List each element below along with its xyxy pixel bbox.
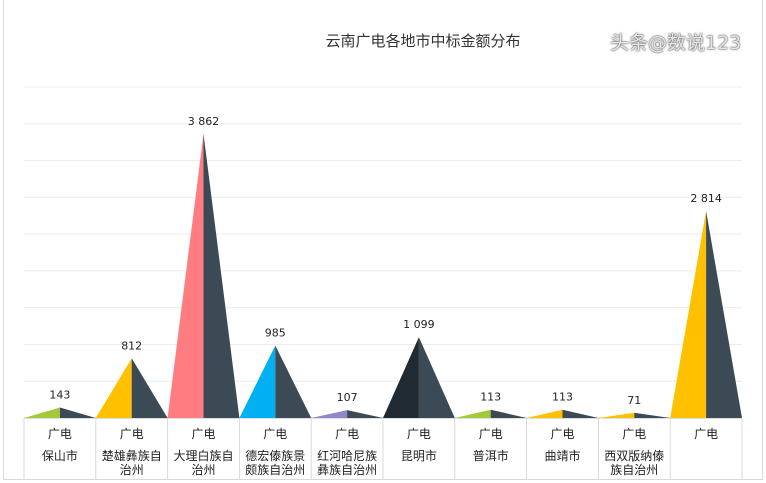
category-label: 大理白族自 — [173, 448, 233, 463]
data-label: 107 — [337, 391, 358, 404]
watermark: 头条@数说123 — [610, 32, 742, 54]
data-label: 113 — [480, 391, 501, 404]
data-label: 71 — [627, 394, 641, 407]
data-label: 113 — [552, 391, 573, 404]
category-label: 德宏傣族景 — [245, 448, 305, 463]
category-label: 广电 — [263, 427, 287, 441]
category-label: 昆明市 — [401, 448, 437, 463]
data-label: 812 — [121, 339, 142, 352]
category-label: 曲靖市 — [544, 448, 580, 463]
bar-left-2 — [167, 133, 204, 418]
bar-left-6 — [454, 409, 491, 418]
chart-title: 云南广电各地市中标金额分布 — [325, 32, 521, 50]
category-label: 彝族自治州 — [317, 462, 377, 477]
bar-left-5 — [383, 337, 419, 418]
data-label: 143 — [49, 388, 70, 401]
bar-left-1 — [95, 358, 132, 418]
data-label: 2 814 — [690, 192, 722, 205]
category-label: 保山市 — [42, 448, 78, 463]
bar-right-7 — [562, 409, 599, 418]
bar-right-6 — [490, 409, 527, 418]
category-label: 西双版纳傣 — [604, 449, 664, 463]
data-label: 3 862 — [188, 115, 220, 128]
data-label: 985 — [265, 327, 286, 340]
bar-right-8 — [634, 412, 671, 418]
bar-right-4 — [347, 410, 383, 418]
bar-left-0 — [24, 407, 60, 418]
category-label: 广电 — [407, 427, 431, 441]
bar-left-3 — [239, 345, 276, 418]
bar-left-4 — [311, 410, 348, 418]
category-label: 治州 — [191, 463, 215, 477]
bar-left-8 — [598, 412, 635, 418]
category-label: 广电 — [120, 427, 144, 441]
bar-left-9 — [670, 211, 707, 418]
bar-right-0 — [59, 407, 96, 418]
category-label: 族自治州 — [610, 463, 658, 477]
category-label: 广电 — [48, 427, 72, 441]
bar-left-7 — [526, 409, 563, 418]
category-label: 广电 — [550, 427, 574, 441]
category-label: 红河哈尼族 — [317, 448, 377, 463]
category-label: 楚雄彝族自 — [102, 448, 162, 463]
bar-right-9 — [706, 211, 742, 418]
data-label: 1 099 — [403, 318, 435, 331]
category-label: 颇族自治州 — [245, 462, 305, 477]
category-label: 广电 — [191, 427, 215, 441]
category-label: 广电 — [335, 427, 359, 441]
category-label: 治州 — [120, 463, 144, 477]
category-label: 广电 — [694, 427, 718, 441]
bar-right-3 — [275, 345, 312, 418]
category-label: 广电 — [622, 427, 646, 441]
bar-right-5 — [418, 337, 455, 418]
category-label: 普洱市 — [473, 448, 509, 463]
bar-right-2 — [203, 133, 240, 418]
category-label: 广电 — [479, 427, 503, 441]
bar-right-1 — [131, 358, 168, 418]
